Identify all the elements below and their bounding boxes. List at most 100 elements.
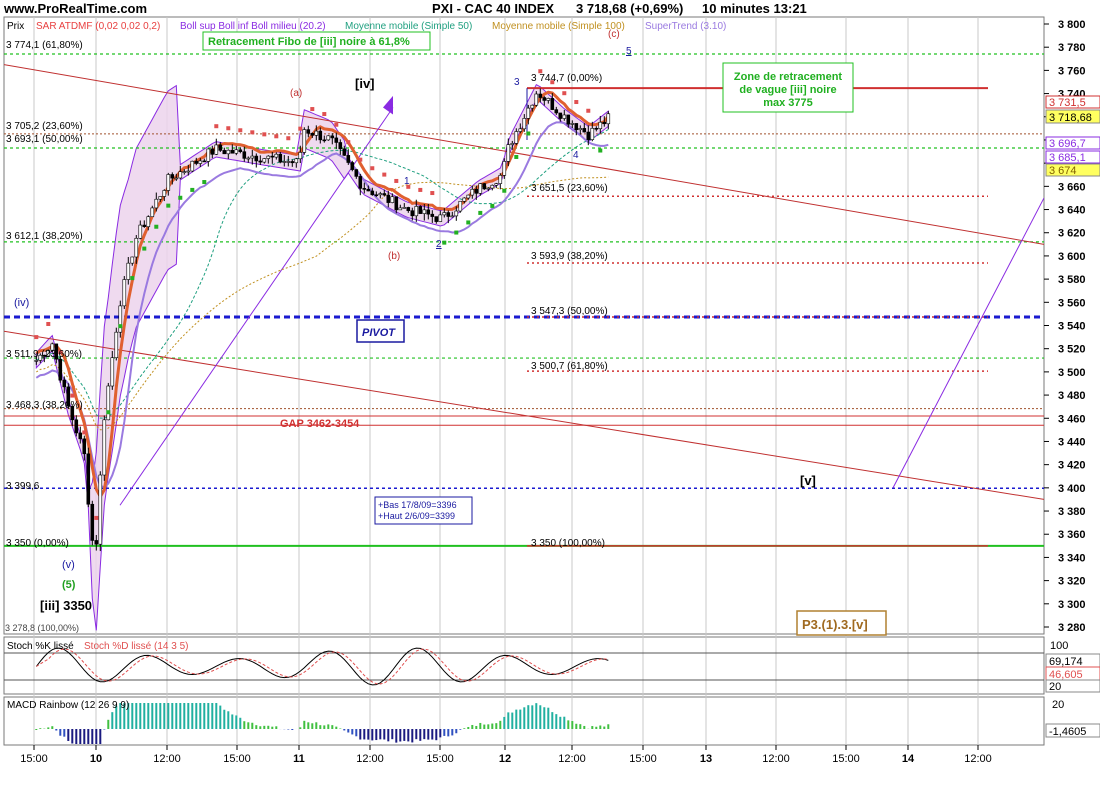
fibo-left-label: 3 399,6 xyxy=(6,481,40,492)
macd-bar xyxy=(539,705,542,729)
sar-dot xyxy=(202,180,207,185)
macd-bar xyxy=(207,703,210,729)
fibo-left-label: 3 774,1 (61,80%) xyxy=(6,40,83,51)
badge-3674: 3 674 xyxy=(1049,165,1077,177)
sar-dot xyxy=(382,172,387,177)
macd-bar xyxy=(363,729,366,740)
macd-bar xyxy=(159,703,162,729)
candle-body xyxy=(118,305,123,333)
sar-dot xyxy=(418,187,423,192)
macd-bar xyxy=(79,729,82,744)
candle-body xyxy=(270,155,275,158)
candle-body xyxy=(370,190,375,196)
macd-bar xyxy=(299,727,302,729)
macd-bar xyxy=(223,709,226,729)
macd-y-top: 20 xyxy=(1052,699,1064,711)
candle-body xyxy=(154,198,159,209)
candle-body xyxy=(430,213,435,217)
sar-dot xyxy=(166,203,171,208)
candle-body xyxy=(522,118,527,130)
candle-body xyxy=(162,190,167,197)
macd-bar xyxy=(331,725,334,729)
candle-body xyxy=(110,357,115,387)
sar-dot xyxy=(466,220,471,225)
macd-bar xyxy=(219,705,222,729)
candle-body xyxy=(490,184,495,189)
candle-body xyxy=(246,157,251,160)
candle-body xyxy=(262,158,267,163)
candle-body xyxy=(38,354,43,361)
macd-bar xyxy=(455,729,458,734)
sar-dot xyxy=(70,393,75,398)
macd-bar xyxy=(123,703,126,729)
macd-bar xyxy=(411,729,414,743)
macd-bar xyxy=(443,729,446,736)
stoch-panel[interactable] xyxy=(3,636,1045,695)
candle-body xyxy=(66,386,71,407)
macd-bar xyxy=(291,729,294,730)
site-name[interactable]: www.ProRealTime.com xyxy=(3,1,147,16)
candle-body xyxy=(50,343,55,351)
macd-bar xyxy=(523,707,526,729)
candle-body xyxy=(90,503,95,541)
sar-dot xyxy=(346,140,351,145)
candle-body xyxy=(442,212,447,216)
sar-dot xyxy=(550,80,555,85)
macd-bar xyxy=(95,729,98,744)
macd-bar xyxy=(119,703,122,729)
macd-bar xyxy=(147,703,150,729)
wave-2-label: 2 xyxy=(436,239,442,250)
macd-bar xyxy=(315,722,318,729)
candle-body xyxy=(194,160,199,164)
wave-iii-label: [iii] 3350 xyxy=(40,598,92,613)
candle-body xyxy=(422,209,427,214)
candle-body xyxy=(78,432,83,440)
macd-bar xyxy=(579,724,582,729)
sar-dot xyxy=(478,210,483,215)
macd-bar xyxy=(267,725,270,729)
macd-bar xyxy=(319,725,322,729)
candle-body xyxy=(474,188,479,194)
macd-bar xyxy=(355,729,358,737)
candle-body xyxy=(470,188,475,196)
macd-bar xyxy=(459,729,462,730)
y-tick-label: 3 560 xyxy=(1058,297,1086,309)
macd-bar xyxy=(483,724,486,729)
y-tick-label: 3 440 xyxy=(1058,436,1086,448)
candle-body xyxy=(142,224,147,227)
candle-body xyxy=(546,98,551,101)
candle-body xyxy=(402,207,407,209)
sar-dot xyxy=(298,126,303,131)
sar-dot xyxy=(286,136,291,141)
x-tick-label: 15:00 xyxy=(426,753,454,765)
y-tick-label: 3 580 xyxy=(1058,274,1086,286)
macd-bar xyxy=(175,703,178,729)
sar-dot xyxy=(46,321,51,326)
candle-body xyxy=(418,206,423,214)
x-tick-label: 12 xyxy=(499,753,511,765)
candle-body xyxy=(166,174,171,191)
macd-bar xyxy=(131,703,134,729)
candle-body xyxy=(518,128,523,132)
y-tick-label: 3 800 xyxy=(1058,19,1086,31)
macd-bar xyxy=(91,729,94,744)
macd-bar xyxy=(59,729,62,736)
wave-v-small: (v) xyxy=(62,559,75,571)
candle-body xyxy=(102,419,107,476)
candle-body xyxy=(146,216,151,227)
stoch-y-top: 100 xyxy=(1050,640,1068,652)
x-tick-label: 15:00 xyxy=(629,753,657,765)
candle-body xyxy=(498,175,503,184)
macd-bar xyxy=(555,714,558,729)
x-tick-label: 12:00 xyxy=(964,753,992,765)
legend-sar: SAR ATDMF (0,02 0,02 0,2) xyxy=(36,21,160,32)
stoch-k-value: 69,174 xyxy=(1049,656,1083,668)
fibo-left-labels: 3 774,1 (61,80%) 3 705,2 (23,60%) 3 693,… xyxy=(6,40,83,549)
candle-body xyxy=(158,196,163,200)
macd-bar xyxy=(431,729,434,740)
x-tick-label: 15:00 xyxy=(20,753,48,765)
macd-bar xyxy=(439,729,442,738)
wave-v-big: [v] xyxy=(800,473,816,488)
macd-bar xyxy=(231,714,234,729)
candle-body xyxy=(334,137,339,143)
